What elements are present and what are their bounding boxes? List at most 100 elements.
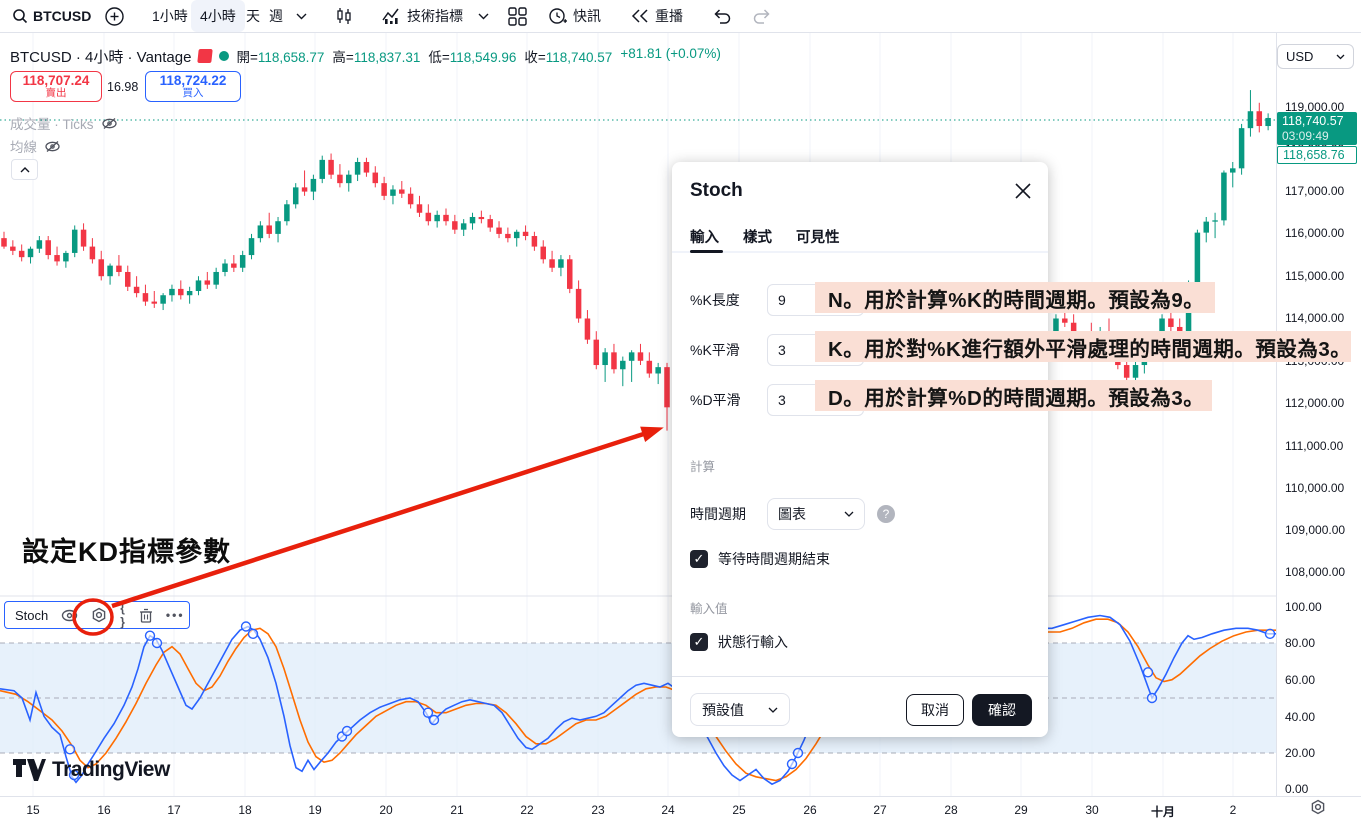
redo-button[interactable] — [752, 0, 772, 32]
tradingview-mark-icon — [13, 759, 46, 781]
help-icon[interactable]: ? — [877, 505, 895, 523]
undo-icon — [714, 9, 731, 24]
ohlc-values: 開=118,658.77 高=118,837.31 低=118,549.96 收… — [236, 46, 720, 66]
currency-selector[interactable]: USD — [1277, 44, 1354, 69]
timeframe-select[interactable]: 圖表 — [767, 498, 865, 530]
price-axis-label: 60.00 — [1285, 673, 1316, 687]
close-icon — [1015, 183, 1031, 199]
eye-slash-icon[interactable] — [44, 139, 61, 154]
annotation-k-length: N。用於計算%K的時間週期。預設為9。 — [815, 282, 1215, 313]
k-length-label: %K長度 — [690, 292, 740, 308]
alert-button[interactable]: 快訊 — [548, 0, 601, 32]
grid-layout-icon — [508, 6, 527, 26]
timeframe-1h[interactable]: 1小時 — [152, 8, 188, 24]
indicators-icon — [382, 8, 399, 24]
buy-button[interactable]: 118,724.22 買入 — [145, 71, 241, 102]
chevron-down-icon — [296, 13, 307, 19]
axis-settings-button[interactable] — [1310, 799, 1326, 820]
alarm-clock-icon — [549, 8, 567, 24]
wait-timeframe-label: 等待時間週期結束 — [718, 551, 830, 567]
last-price-value: 118,740.57 — [1282, 114, 1344, 128]
defaults-dropdown-button[interactable]: 預設值 — [690, 693, 790, 726]
tab-visibility[interactable]: 可見性 — [796, 230, 840, 246]
tutorial-caption: 設定KD指標參數 — [22, 537, 231, 567]
tradingview-logo[interactable]: TradingView — [12, 758, 170, 782]
stoch-indicator-legend[interactable]: Stoch { } ••• — [4, 601, 190, 629]
stoch-delete-button[interactable] — [139, 608, 153, 623]
inputs-section-label: 輸入值 — [690, 602, 728, 616]
timeframe-menu-caret[interactable] — [296, 0, 307, 32]
time-axis[interactable]: 15 16 17 18 19 20 21 22 23 24 25 26 27 28 29 30 十月 2 — [0, 796, 1361, 824]
eye-icon — [62, 609, 78, 621]
buy-label: 買入 — [182, 87, 204, 100]
stoch-source-code-icon[interactable]: { } — [120, 601, 126, 629]
tab-style[interactable]: 樣式 — [743, 230, 772, 246]
add-symbol-button[interactable] — [105, 0, 124, 32]
annotation-k-smoothing: K。用於對%K進行額外平滑處理的時間週期。預設為3。 — [815, 331, 1351, 362]
flag-icon[interactable] — [197, 49, 214, 63]
dialog-footer-divider — [672, 676, 1048, 677]
symbol-title[interactable]: BTCUSD · 4小時 · Vantage — [10, 48, 192, 66]
price-axis-label: 116,000.00 — [1285, 226, 1345, 240]
dialog-close-button[interactable] — [1014, 182, 1032, 205]
low-value: 118,549.96 — [449, 50, 517, 65]
search-icon — [13, 9, 28, 24]
stoch-visibility-toggle[interactable] — [61, 609, 78, 622]
stoch-more-options-icon[interactable]: ••• — [165, 608, 185, 622]
tab-underline-track — [672, 251, 1048, 253]
tradingview-logo-text: TradingView — [52, 758, 170, 781]
time-axis-label: 25 — [732, 803, 746, 817]
gear-icon — [1311, 799, 1325, 815]
sell-button[interactable]: 118,707.24 賣出 — [10, 71, 102, 102]
time-axis-label: 23 — [591, 803, 605, 817]
layout-grid-button[interactable] — [508, 0, 527, 32]
price-axis-label: 0.00 — [1285, 782, 1309, 796]
k-smoothing-label: %K平滑 — [690, 342, 740, 358]
time-axis-label: 19 — [308, 803, 322, 817]
timeframe-select-value: 圖表 — [778, 506, 806, 522]
cancel-button[interactable]: 取消 — [906, 694, 964, 726]
indicators-button[interactable]: 技術指標 — [382, 0, 489, 32]
active-tab-underline — [690, 250, 723, 253]
sell-label: 賣出 — [45, 87, 67, 100]
time-axis-label: 16 — [97, 803, 111, 817]
dialog-tabs: 輸入 樣式 可見性 — [690, 226, 840, 257]
time-axis-label: 20 — [379, 803, 393, 817]
chart-style-button[interactable] — [335, 0, 353, 32]
dialog-title: Stoch — [690, 180, 743, 201]
time-axis-label: 十月 — [1150, 805, 1176, 819]
time-axis-label: 30 — [1085, 803, 1099, 817]
close-label: 收= — [524, 50, 546, 65]
confirm-button[interactable]: 確認 — [972, 694, 1032, 726]
wait-timeframe-row: ✓ 等待時間週期結束 — [690, 549, 830, 569]
alert-label: 快訊 — [573, 8, 601, 24]
replay-button[interactable]: 重播 — [630, 0, 683, 32]
replay-label: 重播 — [655, 8, 683, 24]
chevron-down-icon — [478, 13, 489, 19]
candlestick-style-icon — [337, 8, 351, 24]
market-open-dot-icon[interactable] — [219, 51, 230, 61]
price-axis-label: 117,000.00 — [1285, 184, 1345, 198]
timeframe-day[interactable]: 天 — [246, 8, 260, 24]
price-axis-label: 100.00 — [1285, 600, 1322, 614]
bar-countdown: 03:09:49 — [1282, 129, 1329, 143]
status-line-checkbox[interactable]: ✓ — [690, 633, 708, 651]
symbol-header: BTCUSD · 4小時 · Vantage 開=118,658.77 高=11… — [10, 46, 721, 66]
timeframe-4h-selected[interactable]: 4小時 — [191, 0, 245, 32]
undo-button[interactable] — [712, 0, 732, 32]
tab-inputs[interactable]: 輸入 — [690, 230, 719, 246]
wait-timeframe-checkbox[interactable]: ✓ — [690, 550, 708, 568]
symbol-search[interactable]: BTCUSD — [12, 0, 91, 32]
time-axis-label: 27 — [873, 803, 887, 817]
collapse-legend-button[interactable] — [11, 159, 38, 180]
timeframe-week[interactable]: 週 — [269, 8, 283, 24]
price-axis-label: 109,000.00 — [1285, 523, 1346, 537]
last-price-badge: 118,740.57 03:09:49 — [1277, 112, 1357, 145]
ma-legend[interactable]: 均線 — [10, 136, 61, 156]
stoch-settings-button[interactable] — [91, 607, 107, 623]
volume-legend[interactable]: 成交量 · Ticks — [10, 113, 118, 133]
time-axis-label: 15 — [26, 803, 40, 817]
status-line-label: 狀態行輸入 — [718, 634, 788, 650]
eye-slash-icon[interactable] — [101, 116, 118, 131]
time-axis-label: 28 — [944, 803, 958, 817]
